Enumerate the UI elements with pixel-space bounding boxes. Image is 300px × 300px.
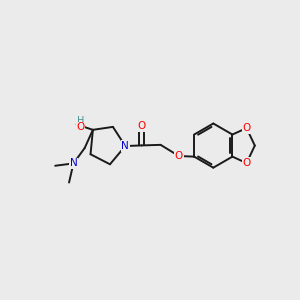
Text: N: N [70, 158, 77, 168]
Text: O: O [137, 121, 146, 131]
Text: O: O [242, 123, 251, 133]
Text: O: O [76, 122, 85, 133]
Text: H: H [77, 116, 84, 126]
Text: N: N [122, 141, 129, 151]
Text: O: O [175, 151, 183, 161]
Text: O: O [242, 158, 251, 168]
